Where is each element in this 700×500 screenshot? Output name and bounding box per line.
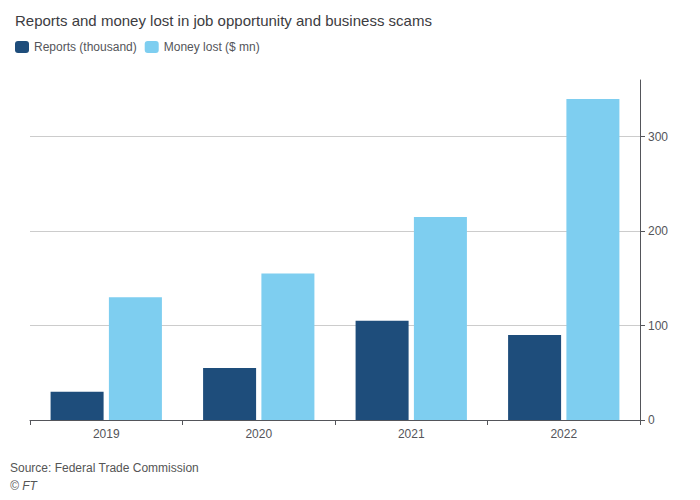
svg-text:0: 0 (648, 413, 655, 427)
svg-text:Money lost ($ mn): Money lost ($ mn) (164, 40, 260, 54)
svg-text:© FT: © FT (10, 479, 39, 493)
svg-text:2021: 2021 (398, 427, 425, 441)
svg-text:2019: 2019 (93, 427, 120, 441)
svg-text:Reports (thousand): Reports (thousand) (34, 40, 137, 54)
svg-text:300: 300 (648, 130, 668, 144)
svg-text:100: 100 (648, 319, 668, 333)
svg-text:2020: 2020 (245, 427, 272, 441)
svg-text:Reports and money lost in job: Reports and money lost in job opportunit… (15, 12, 432, 29)
svg-text:2022: 2022 (550, 427, 577, 441)
svg-text:Source: Federal Trade Commissi: Source: Federal Trade Commission (10, 461, 199, 475)
svg-text:200: 200 (648, 224, 668, 238)
